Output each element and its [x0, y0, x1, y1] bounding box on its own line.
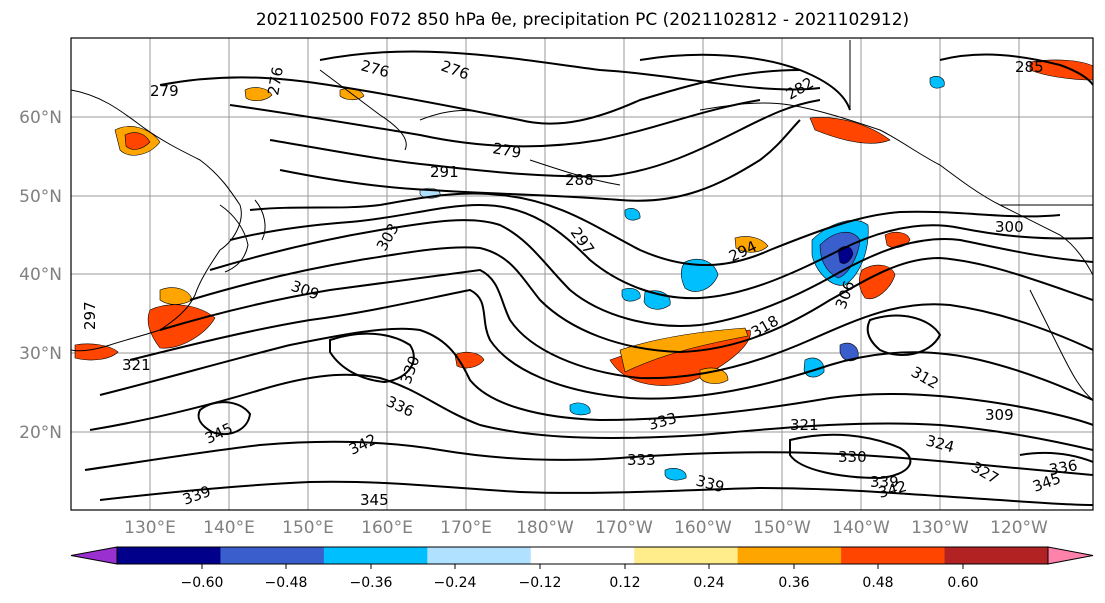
contour-label: 321: [790, 416, 819, 434]
contour-label: 276: [264, 65, 287, 96]
colorbar-segments: [70, 546, 1094, 565]
colorbar-ticks: [201, 564, 964, 569]
lat-label: 50°N: [19, 187, 62, 207]
colorbar-extend-left: [70, 546, 118, 565]
colorbar-segment: [737, 547, 842, 564]
colorbar-tick-labels: −0.60 −0.48 −0.36 −0.24 −0.12 0.12 0.24 …: [181, 575, 979, 591]
contour-label: 345: [360, 491, 389, 509]
lat-label: 30°N: [19, 344, 62, 364]
lon-label: 150°E: [282, 518, 334, 538]
lon-label: 150°W: [753, 518, 811, 538]
colorbar: −0.60 −0.48 −0.36 −0.24 −0.12 0.12 0.24 …: [70, 546, 1094, 591]
colorbar-tick-label: −0.36: [350, 575, 393, 591]
map-frame: [70, 37, 1094, 511]
colorbar-tick-label: −0.12: [519, 575, 562, 591]
lon-label: 170°E: [440, 518, 492, 538]
coastlines: [71, 40, 1093, 401]
colorbar-tick-label: 0.36: [778, 575, 809, 591]
contour-label: 291: [430, 163, 459, 181]
colorbar-segment: [944, 547, 1049, 564]
precip-positive-asia: [147, 304, 216, 349]
colorbar-segment: [117, 547, 221, 564]
contour-label: 309: [985, 406, 1014, 424]
lat-label: 60°N: [19, 108, 62, 128]
colorbar-segment: [323, 547, 428, 564]
colorbar-tick-label: 0.24: [693, 575, 724, 591]
gridlines: [71, 38, 1093, 510]
colorbar-segment: [634, 547, 739, 564]
colorbar-segment: [841, 547, 946, 564]
lat-label: 40°N: [19, 265, 62, 285]
lat-label: 20°N: [19, 423, 62, 443]
lon-label: 140°E: [203, 518, 255, 538]
colorbar-tick-label: −0.24: [434, 575, 477, 591]
contour-label: 297: [81, 301, 99, 330]
contour-label: 321: [122, 356, 151, 374]
contour-label: 333: [627, 451, 656, 469]
colorbar-tick-label: −0.60: [181, 575, 224, 591]
colorbar-tick-label: 0.12: [609, 575, 640, 591]
contour-label: 300: [995, 218, 1024, 236]
contour-label: 288: [565, 171, 594, 189]
colorbar-frame: [116, 546, 1049, 565]
colorbar-segment: [530, 547, 635, 564]
colorbar-segment: [427, 547, 532, 564]
lon-label: 130°W: [911, 518, 969, 538]
theta-e-contours: [84, 50, 1093, 506]
latitude-labels: 60°N 50°N 40°N 30°N 20°N: [19, 108, 62, 443]
colorbar-tick-label: 0.48: [862, 575, 893, 591]
lon-label: 180°W: [516, 518, 574, 538]
lon-label: 170°W: [595, 518, 653, 538]
colorbar-segment: [220, 547, 325, 564]
contour-label: 336: [1048, 456, 1079, 479]
colorbar-tick-label: −0.48: [265, 575, 308, 591]
longitude-labels: 130°E 140°E 150°E 160°E 170°E 180°W 170°…: [124, 518, 1048, 538]
colorbar-tick-label: 0.60: [947, 575, 978, 591]
lon-label: 120°W: [990, 518, 1048, 538]
colorbar-extend-right: [1047, 546, 1094, 565]
lon-label: 160°W: [674, 518, 732, 538]
map-title: 2021102500 F072 850 hPa θe, precipitatio…: [255, 10, 910, 30]
contour-label: 339: [870, 473, 899, 491]
lon-label: 160°E: [361, 518, 413, 538]
precip-fills: [74, 59, 1093, 481]
lon-label: 130°E: [124, 518, 176, 538]
contour-label: 330: [838, 448, 867, 466]
lon-label: 140°W: [832, 518, 890, 538]
contour-label: 279: [150, 82, 179, 100]
map-panel: 279 276 276 276 285 282 279 288 291 297 …: [71, 38, 1093, 510]
contour-label: 285: [1015, 58, 1044, 76]
contour-label: 279: [491, 139, 522, 162]
